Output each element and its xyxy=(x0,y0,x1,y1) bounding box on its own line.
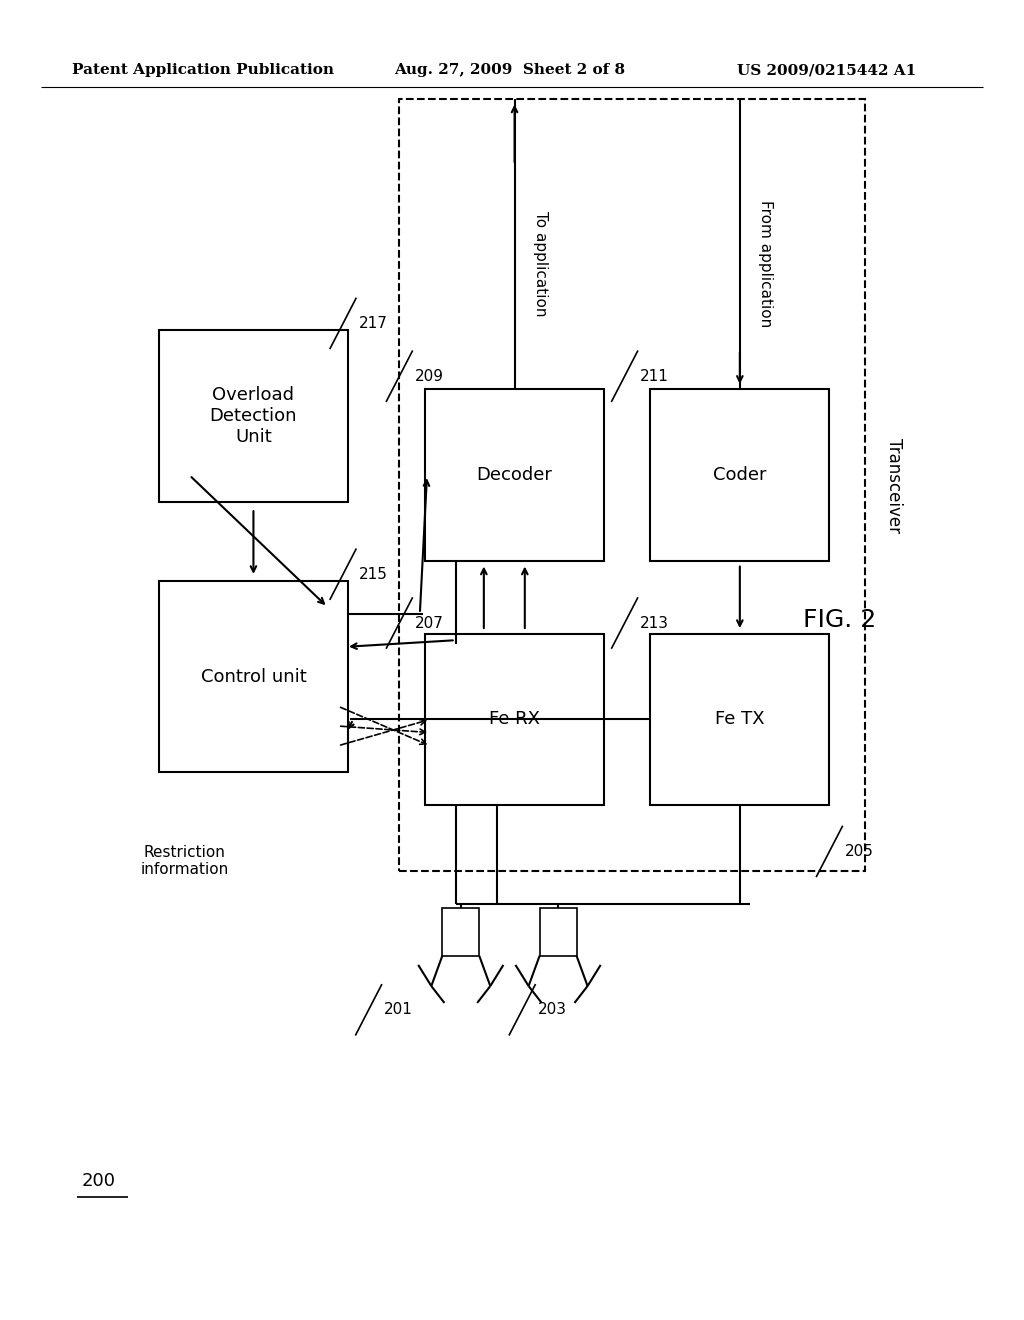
Text: Restriction
information: Restriction information xyxy=(140,845,228,878)
Text: 215: 215 xyxy=(358,566,387,582)
Bar xyxy=(540,908,577,956)
Text: 217: 217 xyxy=(358,315,387,331)
Text: 200: 200 xyxy=(82,1172,116,1191)
Text: Coder: Coder xyxy=(713,466,767,484)
Bar xyxy=(650,634,829,805)
Text: Aug. 27, 2009  Sheet 2 of 8: Aug. 27, 2009 Sheet 2 of 8 xyxy=(394,63,626,78)
Text: Fe RX: Fe RX xyxy=(489,710,540,729)
Text: 205: 205 xyxy=(845,843,873,859)
Text: 207: 207 xyxy=(415,615,443,631)
Text: From application: From application xyxy=(758,201,773,327)
Text: 213: 213 xyxy=(640,615,669,631)
Bar xyxy=(159,581,348,772)
Text: Fe TX: Fe TX xyxy=(715,710,765,729)
Bar xyxy=(650,389,829,561)
Text: US 2009/0215442 A1: US 2009/0215442 A1 xyxy=(737,63,916,78)
Text: Patent Application Publication: Patent Application Publication xyxy=(72,63,334,78)
Text: 203: 203 xyxy=(538,1002,566,1018)
Text: 209: 209 xyxy=(415,368,443,384)
Bar xyxy=(425,634,604,805)
Bar xyxy=(442,908,479,956)
Text: 211: 211 xyxy=(640,368,669,384)
Text: FIG. 2: FIG. 2 xyxy=(803,609,877,632)
Bar xyxy=(425,389,604,561)
Text: Decoder: Decoder xyxy=(476,466,553,484)
Text: Transceiver: Transceiver xyxy=(885,438,903,532)
Text: To application: To application xyxy=(532,211,548,317)
Bar xyxy=(159,330,348,502)
Text: Overload
Detection
Unit: Overload Detection Unit xyxy=(210,385,297,446)
Text: 201: 201 xyxy=(384,1002,413,1018)
Text: Control unit: Control unit xyxy=(201,668,306,685)
Bar xyxy=(399,99,865,871)
